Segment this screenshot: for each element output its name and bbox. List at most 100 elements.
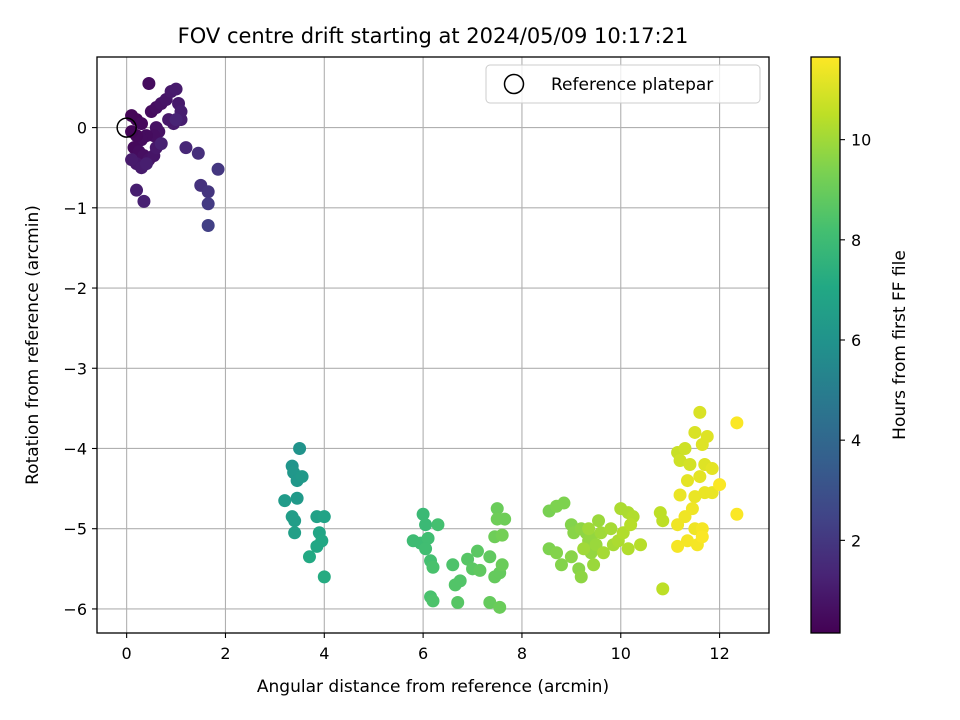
data-point [730,507,744,521]
data-point [431,518,445,532]
data-point [574,570,588,584]
colorbar-tick-label: 2 [851,531,861,550]
data-point [695,530,709,544]
data-point [688,490,702,504]
reference-platepar-marker [116,117,137,138]
colorbar-tick-label: 10 [851,131,871,150]
data-point [624,518,638,532]
data-point [169,113,183,127]
data-point [446,558,460,572]
legend-box [485,64,761,104]
legend-marker-reference [503,73,525,95]
data-point [461,552,475,566]
data-point [495,528,509,542]
data-point [587,558,601,572]
data-point [495,558,509,572]
data-point [582,522,596,536]
data-point [680,534,694,548]
x-axis-label: Angular distance from reference (arcmin) [257,677,609,697]
colorbar [810,56,841,634]
data-point [290,491,304,505]
data-point [550,546,564,560]
data-point [317,570,331,584]
data-point [453,574,467,588]
data-point [278,494,292,508]
colorbar-tick-label: 8 [851,231,861,250]
data-point [125,125,139,139]
data-point [419,518,433,532]
data-point [179,141,193,155]
data-point [673,488,687,502]
chart-title: FOV centre drift starting at 2024/05/09 … [178,24,689,48]
data-point [671,518,685,532]
data-point [688,425,702,439]
legend: Reference platepar [485,64,761,104]
data-point [137,194,151,208]
data-point [201,185,215,199]
data-point [678,441,692,455]
data-point [634,538,648,552]
data-point [713,478,727,492]
data-point [201,197,215,211]
x-tick-label: 2 [220,644,230,663]
data-points [116,76,744,614]
data-point [142,76,156,90]
grid-lines [97,57,769,633]
data-point [683,458,697,472]
x-tick-label: 4 [319,644,329,663]
data-point [557,496,571,510]
data-point [302,550,316,564]
data-point [288,526,302,540]
data-point [577,542,591,556]
legend-entry-reference-platepar: Reference platepar [551,75,713,95]
data-point [730,416,744,430]
data-point [470,544,484,558]
y-tick-label: −3 [63,359,87,378]
data-point [493,600,507,614]
y-tick-label: −6 [63,600,87,619]
data-point [594,526,608,540]
data-point [201,218,215,232]
data-point [498,512,512,526]
data-point [139,157,153,171]
y-tick-label: −2 [63,279,87,298]
data-point [310,539,324,553]
data-point [426,594,440,608]
data-point [483,596,497,610]
y-axis-label: Rotation from reference (arcmin) [23,205,43,485]
data-point [416,507,430,521]
data-point [191,146,205,160]
x-tick-label: 0 [122,644,132,663]
data-point [288,514,302,528]
data-point [419,542,433,556]
data-point [293,441,307,455]
axis-ticks: 0 2 4 6 8 10 12 0 −1 −2 −3 −4 −5 −6 [63,119,729,663]
data-point [656,582,670,596]
data-point [564,550,578,564]
data-point [680,474,694,488]
data-point [125,153,139,167]
data-point [693,470,707,484]
x-tick-label: 6 [418,644,428,663]
data-point [621,542,635,556]
data-point [426,560,440,574]
y-tick-label: −4 [63,439,87,458]
data-point [554,558,568,572]
data-point [604,522,618,536]
data-point [130,183,144,197]
x-tick-label: 12 [709,644,729,663]
data-point [421,531,435,545]
data-point [705,462,719,476]
data-point [490,502,504,516]
data-point [317,510,331,524]
y-tick-label: −5 [63,520,87,539]
colorbar-label: Hours from first FF file [890,250,910,440]
data-point [693,405,707,419]
data-point [483,550,497,564]
data-point [295,470,309,484]
data-point [656,514,670,528]
x-tick-label: 10 [611,644,631,663]
y-tick-label: −1 [63,199,87,218]
data-point [134,117,148,131]
